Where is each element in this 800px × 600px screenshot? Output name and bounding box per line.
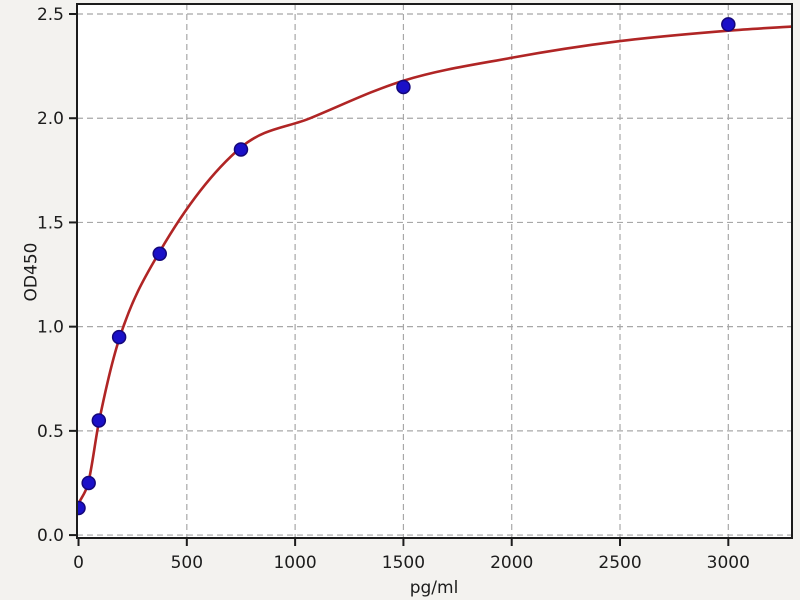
y-tick-label: 2.0 [37,109,64,129]
y-tick-label: 2.5 [37,5,64,25]
y-tick-label: 1.5 [37,213,64,233]
y-tick-label: 0.0 [37,526,64,546]
data-point-marker [721,17,736,32]
data-point-marker [91,413,107,428]
data-point-marker [81,475,96,491]
data-point-marker [152,246,167,261]
x-tick-label: 0 [73,553,84,573]
data-point-marker [111,329,127,345]
data-point-marker [77,500,86,516]
data-point-marker [233,142,249,157]
x-tick-label: 500 [171,553,203,573]
x-tick-label: 1500 [382,553,425,573]
plot-border [76,3,793,539]
data-point-marker [396,79,411,95]
data-points [77,17,736,516]
y-tick-label: 1.0 [37,318,64,338]
x-axis-label: pg/ml [409,578,459,598]
x-tick-label: 1000 [273,553,316,573]
x-tick-label: 2500 [598,553,641,573]
axis-ticks [69,13,730,546]
plot-data [77,17,792,516]
gridlines [77,4,792,538]
axis-tick-labels: 0 500 1000 1500 2000 2500 3000 0.0 0.5 1.0 1.5 2.0 2… [37,5,750,573]
y-axis-label: OD450 [21,242,42,302]
x-tick-label: 3000 [707,553,750,573]
x-tick-label: 2000 [490,553,533,573]
y-tick-label: 0.5 [37,422,64,442]
plot-area [77,4,792,538]
